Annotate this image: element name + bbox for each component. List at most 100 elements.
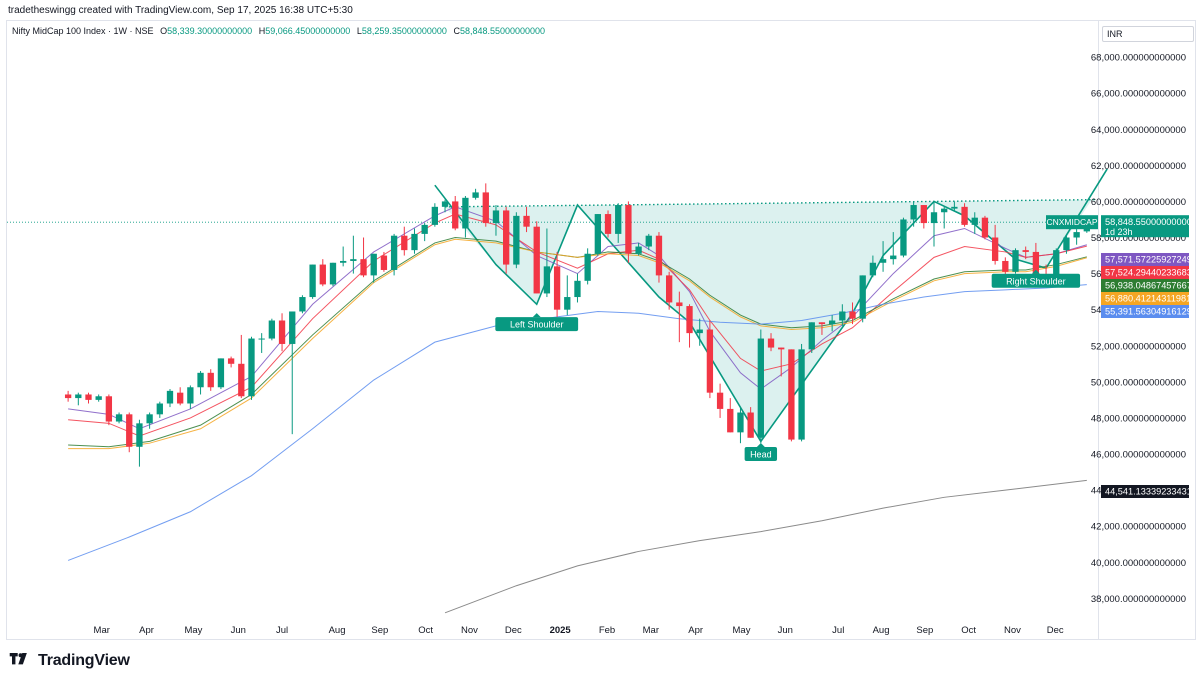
candle-body <box>472 192 479 198</box>
candle-body <box>859 275 866 319</box>
candle-body <box>329 262 337 285</box>
high-value: 59,066.45000000000 <box>265 26 351 36</box>
symbol-legend: Nifty MidCap 100 Index · 1W · NSE O58,33… <box>12 26 545 36</box>
low-label: L <box>356 26 362 36</box>
chart-canvas[interactable]: Left Shoulder Head Right Shoulder 38,000.0… <box>0 0 1200 650</box>
x-tick-label: Sep <box>916 625 933 636</box>
y-tick-label: 46,000.000000000000 <box>1091 450 1186 461</box>
y-tick-label: 52,000.000000000000 <box>1091 341 1186 352</box>
candle-body <box>390 235 398 270</box>
candle-body <box>961 206 968 225</box>
x-tick-label: Aug <box>873 625 890 636</box>
candle-body <box>1002 260 1009 272</box>
candle-body <box>686 306 693 334</box>
candle-body <box>380 255 388 270</box>
candle-body <box>757 338 764 438</box>
x-tick-label: Mar <box>643 625 659 636</box>
x-tick-label: Jun <box>231 625 246 636</box>
annotation-badge <box>744 447 778 462</box>
candle-body <box>665 275 673 303</box>
low-value: 58,259.35000000000 <box>361 26 447 36</box>
candle-body <box>421 224 428 234</box>
candle-body <box>533 226 540 294</box>
created-by-text: tradetheswingg created with TradingView.… <box>8 5 353 16</box>
ma-tag-0-box <box>1101 253 1189 266</box>
footer-brand: TradingView <box>8 652 130 670</box>
x-axis-labels: Mar Apr May Jun Jul Aug Sep Oct Nov Dec 2025 Feb Mar… <box>94 625 1064 636</box>
candle-body <box>95 396 102 400</box>
candle-body <box>778 347 785 350</box>
candle-body <box>197 372 204 388</box>
chart-pane[interactable] <box>6 20 1099 640</box>
candle-body <box>126 414 133 447</box>
candle-body <box>869 262 877 276</box>
ma-tag-0-text: 57,571.57225927249 <box>1105 255 1192 265</box>
candle-body <box>207 372 214 388</box>
ma-tag-3-box <box>1101 292 1189 305</box>
candle-body <box>64 394 72 399</box>
x-tick-label: Jun <box>778 625 793 636</box>
candle-body <box>177 392 184 404</box>
candle-body <box>340 260 347 263</box>
x-tick-label: Apr <box>688 625 703 636</box>
y-tick-label: 64,000.000000000000 <box>1091 125 1186 136</box>
candle-body <box>431 206 439 225</box>
moving-average-layer <box>67 206 1087 614</box>
candle-body <box>727 408 734 433</box>
candle-body <box>564 297 571 310</box>
candle-body <box>594 214 601 254</box>
candle-body <box>788 349 795 440</box>
candle-body <box>584 253 591 281</box>
tradingview-logo-icon <box>9 653 27 665</box>
candle-body <box>75 394 82 399</box>
candle-body <box>747 412 754 438</box>
candle-body <box>971 217 978 225</box>
y-tick-label: 40,000.000000000000 <box>1091 558 1186 569</box>
candle-body <box>920 205 927 224</box>
symbol-tag-box <box>1046 215 1098 230</box>
ma-tag-3-text: 56,880.41214311981 <box>1105 294 1191 304</box>
candle-body <box>655 235 663 276</box>
candle-body <box>553 266 561 310</box>
symbol-name[interactable]: Nifty MidCap 100 Index · 1W · NSE <box>12 26 154 36</box>
candle-body <box>1022 250 1029 252</box>
candle-body <box>879 259 887 263</box>
candle-body <box>930 212 938 224</box>
close-value: 58,848.55000000000 <box>459 26 546 36</box>
y-tick-label: 42,000.000000000000 <box>1091 522 1186 533</box>
candle-body <box>716 392 724 409</box>
currency-selector[interactable]: INR <box>1102 26 1194 42</box>
annotation-pointer <box>532 313 541 318</box>
candle-body <box>991 237 999 261</box>
candle-body <box>503 210 510 265</box>
ma-tag-4-box <box>1101 305 1189 318</box>
candle-body <box>1063 237 1070 251</box>
candle-body <box>115 414 123 422</box>
candle-body <box>105 396 113 422</box>
open-label: O <box>160 26 168 36</box>
neckline <box>445 198 1098 208</box>
candle-body <box>890 255 897 260</box>
last-price-text: 58,848.55000000000 <box>1105 217 1192 227</box>
y-tick-label: 58,000.000000000000 <box>1091 233 1186 244</box>
candle-body <box>696 329 703 334</box>
x-tick-label: Mar <box>94 625 110 636</box>
ma-tag-2-text: 56,938.04867457667 <box>1105 281 1192 291</box>
candle-body <box>951 206 958 209</box>
candle-body <box>238 363 245 397</box>
candle-body <box>706 329 714 393</box>
x-tick-label: Dec <box>1047 625 1064 636</box>
candle-body <box>492 210 500 224</box>
candle-body <box>401 235 408 251</box>
moving-average-4 <box>67 284 1087 561</box>
x-tick-label: Dec <box>505 625 522 636</box>
x-tick-label: May <box>733 625 751 636</box>
annotation-label: Left Shoulder <box>510 320 564 330</box>
candle-body <box>278 320 286 344</box>
candle-body <box>187 387 194 404</box>
price-axis[interactable] <box>1098 20 1196 640</box>
moving-average-2 <box>68 237 1087 448</box>
candles-layer <box>64 183 1090 467</box>
candle-body <box>156 403 163 415</box>
